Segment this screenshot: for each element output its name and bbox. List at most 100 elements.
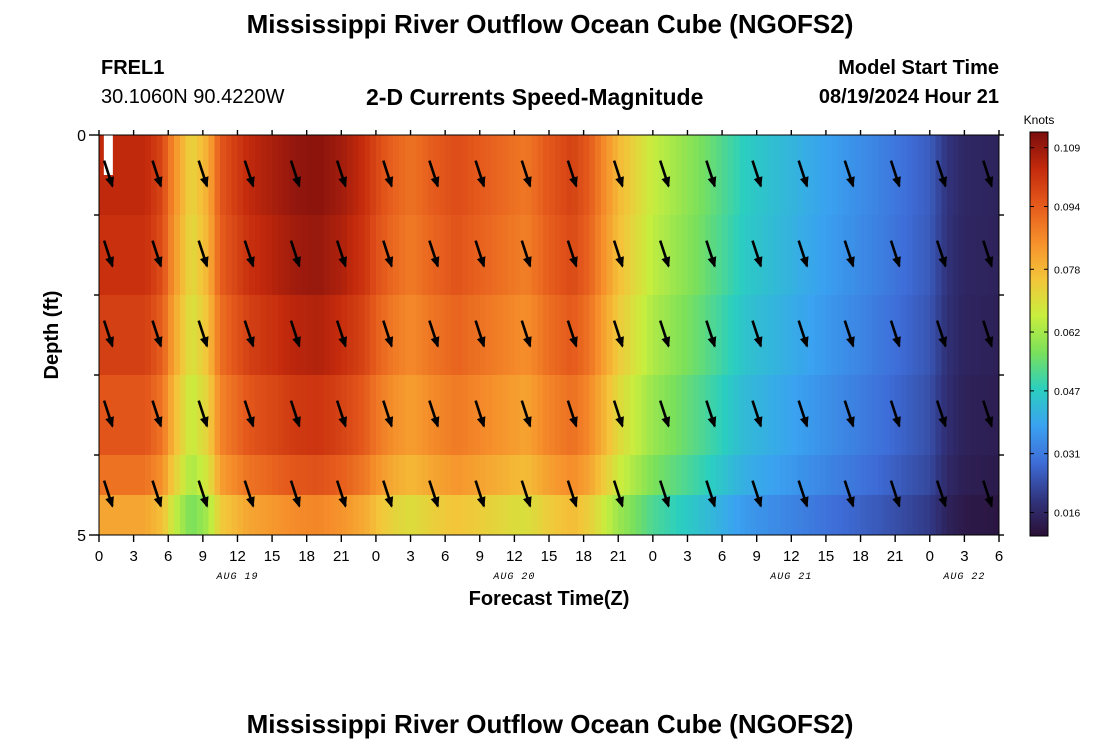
heatmap-cell [572,295,579,376]
heatmap-cell [139,215,146,296]
arrow-head [384,496,394,508]
heatmap-cell [779,135,787,216]
arrow-head [246,176,255,188]
heatmap-cell [300,495,308,536]
heatmap-cell [445,295,452,376]
heatmap-cell [566,295,573,376]
heatmap-cell [687,495,694,536]
heatmap-cell [675,215,683,296]
heatmap-cell [860,295,867,376]
arrow-head [523,336,532,348]
heatmap-cell [560,295,567,376]
current-arrow [889,320,901,348]
heatmap-cell [912,295,919,376]
heatmap-cell [924,295,931,376]
heatmap-cell [825,215,833,296]
heatmap-cell [145,295,152,376]
colorbar-gradient [1029,131,1049,537]
heatmap-cell [883,495,890,536]
heatmap-cell [635,495,642,536]
heatmap-cell [122,135,129,216]
heatmap-cell [179,495,187,536]
heatmap-cell [537,375,544,456]
arrow-head [569,496,578,508]
heatmap-cell [491,215,498,296]
heatmap-cell [854,295,862,376]
heatmap-cell [341,135,348,216]
current-arrow [935,240,947,268]
heatmap-cell [243,295,250,376]
heatmap-cell [964,135,971,216]
heatmap-cell [272,215,279,296]
heatmap-cell [445,495,452,536]
heatmap-cell [537,295,544,376]
heatmap-cell [514,215,521,296]
heatmap-cell [341,215,348,296]
heatmap-cell [300,215,308,296]
heatmap-cell [993,135,1000,216]
heatmap-cell [272,295,279,376]
heatmap-cell [220,495,227,536]
heatmap-cell [987,495,994,536]
current-arrow [843,480,855,508]
arrow-head [707,416,717,428]
heatmap-cell [624,295,631,376]
heatmap-cell [947,295,954,376]
arrow-head [984,416,994,428]
arrow-head [246,256,255,268]
heatmap-cell [370,495,377,536]
heatmap-cell [554,495,562,536]
heatmap-cell [952,215,960,296]
heatmap-cell [964,495,971,536]
heatmap-cell [133,215,140,296]
heatmap-cell [877,495,885,536]
heatmap-cell [531,135,539,216]
heatmap-cell [641,135,648,216]
heatmap-cell [895,375,902,456]
heatmap-cell [958,495,965,536]
heatmap-cell [387,215,394,296]
heatmap-cell [733,135,740,216]
heatmap-cell [162,215,169,296]
heatmap-cell [831,135,839,216]
heatmap-cell [197,295,204,376]
current-arrow [151,400,163,428]
heatmap-cell [802,495,810,536]
heatmap-cell [635,295,642,376]
heatmap-cell [220,375,227,456]
heatmap-cell [272,375,279,456]
heatmap-cell [145,135,152,216]
heatmap-cell [774,215,781,296]
heatmap-cell [762,295,769,376]
heatmap-cell [375,215,383,296]
heatmap-cell [918,295,925,376]
heatmap-cell [122,215,129,296]
heatmap-cell [318,495,325,536]
current-arrow [474,320,486,348]
heatmap-cell [306,495,314,536]
heatmap-cell [168,295,175,376]
heatmap-cell [612,495,619,536]
heatmap-cell [433,295,440,376]
heatmap-cell [900,135,908,216]
heatmap-cell [797,295,804,376]
heatmap-cell [214,495,221,536]
heatmap-cell [329,215,337,296]
heatmap-cell [843,495,850,536]
arrow-head [615,256,624,268]
heatmap-cell [381,215,389,296]
heatmap-cell [202,295,210,376]
heatmap-cell [220,135,227,216]
current-arrow [243,160,255,188]
heatmap-cell [906,375,914,456]
heatmap-cell [600,295,608,376]
current-arrow [102,160,114,188]
heatmap-cell [889,295,896,376]
heatmap-cell [179,215,187,296]
heatmap-cell [479,495,487,536]
heatmap-cell [110,495,117,536]
heatmap-cell [768,135,775,216]
current-arrow [843,400,855,428]
heatmap-cell [543,295,550,376]
heatmap-cell [243,495,250,536]
